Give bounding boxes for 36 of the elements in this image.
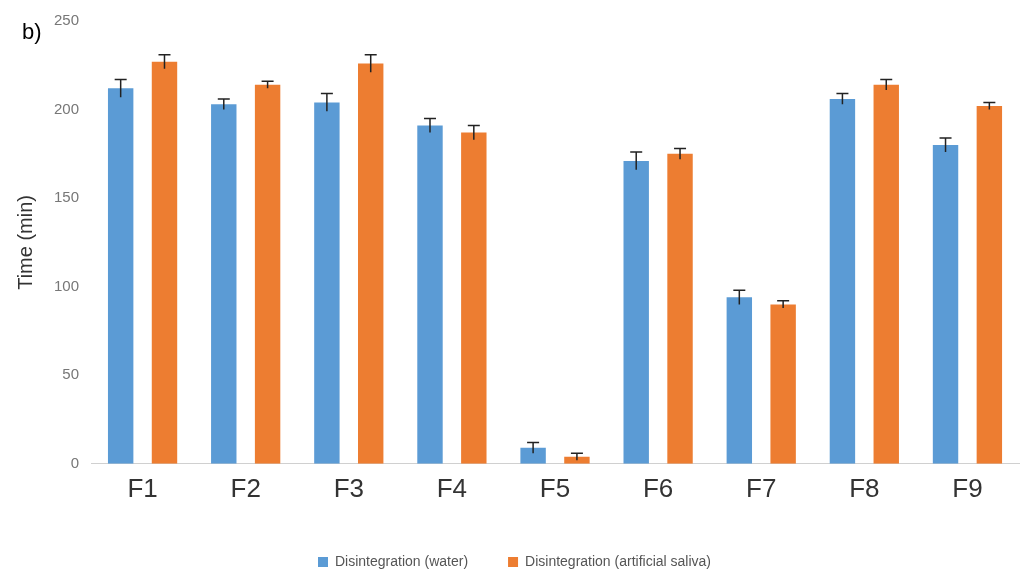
y-axis-title: Time (min) bbox=[13, 194, 36, 290]
y-tick-label: 200 bbox=[54, 99, 80, 117]
bar bbox=[829, 98, 856, 464]
legend-label: Disintegration (artificial saliva) bbox=[525, 552, 711, 569]
y-tick-label: 50 bbox=[62, 365, 80, 383]
text: b) bbox=[22, 19, 42, 45]
x-tick-label: F5 bbox=[539, 472, 571, 503]
x-tick-label: F4 bbox=[436, 472, 468, 503]
bar bbox=[726, 297, 753, 464]
bar bbox=[314, 102, 340, 464]
bar bbox=[151, 61, 178, 464]
y-tick-label: 0 bbox=[70, 453, 80, 471]
x-tick-label: F9 bbox=[952, 472, 983, 503]
bar bbox=[211, 104, 237, 464]
x-tick-label: F1 bbox=[127, 472, 158, 503]
x-tick-label: F8 bbox=[849, 472, 880, 503]
legend-label: Disintegration (water) bbox=[335, 552, 469, 569]
x-tick-label: F7 bbox=[746, 472, 777, 503]
bar bbox=[358, 63, 384, 464]
bar bbox=[520, 447, 546, 464]
bar bbox=[770, 304, 796, 464]
x-tick-label: F6 bbox=[642, 472, 674, 503]
bar bbox=[873, 84, 899, 464]
bar bbox=[667, 153, 693, 464]
bar bbox=[932, 144, 959, 464]
bar bbox=[461, 132, 487, 464]
bar bbox=[976, 106, 1003, 464]
y-tick-label: 100 bbox=[54, 276, 80, 294]
y-tick-label: 150 bbox=[54, 188, 80, 206]
x-tick-label: F2 bbox=[230, 472, 261, 503]
bar bbox=[417, 125, 443, 464]
bar bbox=[254, 84, 281, 464]
bar bbox=[623, 160, 649, 464]
y-tick-label: 250 bbox=[54, 11, 80, 29]
x-tick-label: F3 bbox=[333, 472, 364, 503]
bar bbox=[107, 88, 134, 464]
